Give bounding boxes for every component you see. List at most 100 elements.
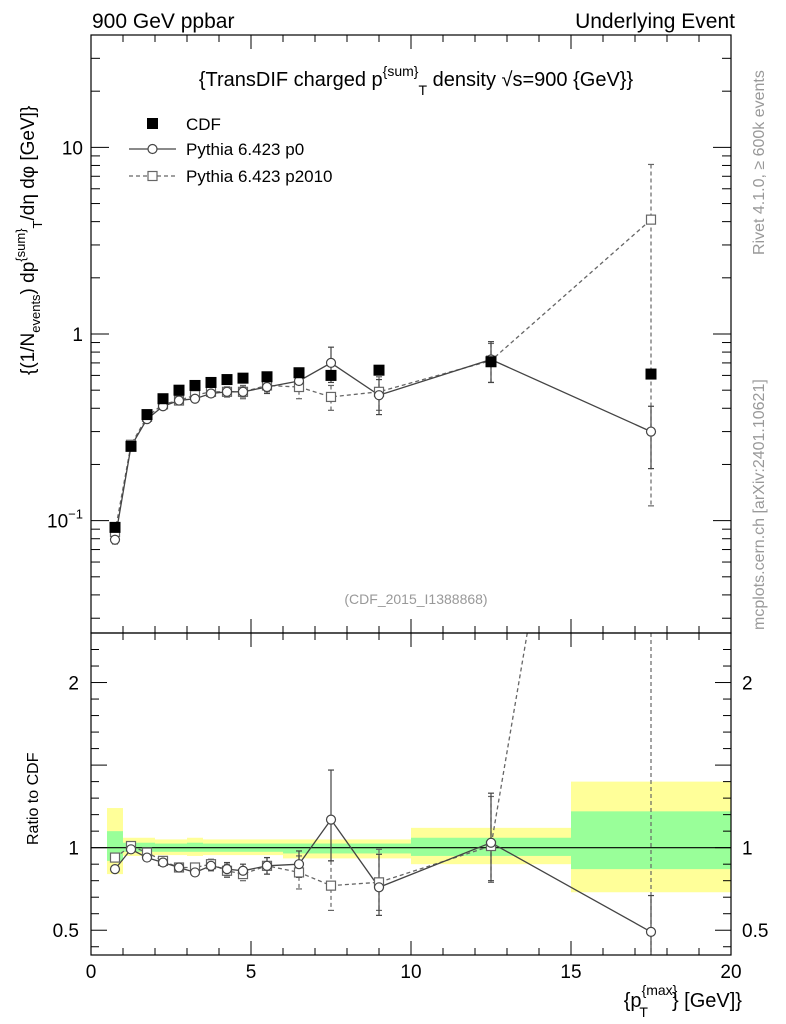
main-p0-point [109, 534, 121, 545]
main-cdf-point [325, 369, 337, 381]
x-tick-label: 20 [720, 962, 741, 983]
main-error-bars [112, 163, 654, 545]
xlabel-sup: {max} [642, 982, 678, 998]
y-tick-base: 10 [62, 138, 83, 159]
ylabel-part-5: /dη dφ [GeV]} [18, 106, 39, 221]
ylabel-part-2: ) dp [18, 262, 39, 295]
main-cdf-point [261, 371, 273, 383]
main-cdf-point [141, 409, 153, 421]
ratio-p0-point [141, 852, 153, 863]
main-p0-point [261, 381, 273, 393]
title-sub: T [418, 82, 427, 98]
main-cdf-point [485, 356, 497, 368]
ratio-y-tick-label-left: 1 [68, 839, 79, 860]
main-p0-point [645, 426, 657, 437]
y-tick-base: 1 [72, 325, 83, 346]
ylabel-part-0: {(1/N [18, 333, 39, 375]
ratio-y-tick-label-left: 2 [68, 674, 79, 695]
main-title: {TransDIF charged p{sum} T density √s=900… [199, 63, 634, 98]
ratio-markers [109, 814, 657, 937]
ratio-frame [90, 632, 732, 956]
x-tick-label: 5 [246, 962, 257, 983]
main-p0-point [373, 390, 385, 401]
legend-label-p2010: Pythia 6.423 p2010 [186, 167, 333, 186]
ylabel-part-3: {sum} [13, 228, 28, 262]
main-y-tick-label: 10 [62, 138, 83, 159]
legend-marker-cdf [147, 118, 158, 129]
ylabel-part-4: T [30, 220, 45, 228]
ratio-p0-point [485, 837, 497, 848]
rivet-version-label: Rivet 4.1.0, ≥ 600k events [751, 70, 768, 255]
title-post: density √s=900 {GeV}} [427, 69, 633, 91]
ratio-p0-point [157, 857, 169, 868]
main-p2010-point [325, 391, 337, 403]
ratio-p2010-point [293, 867, 305, 878]
xlabel-sub: T [639, 1004, 648, 1020]
main-p0-point [325, 357, 337, 369]
main-cdf-point [109, 521, 121, 533]
ratio-y-tick-label-right: 1 [742, 839, 753, 860]
main-y-tick-label: 1 [72, 325, 83, 346]
ratio-p0-point [373, 882, 385, 893]
x-tick-label: 0 [86, 962, 97, 983]
ratio-p0-point [125, 844, 137, 855]
xlabel-post: } [GeV]} [672, 990, 742, 1012]
main-series-lines [114, 219, 652, 540]
main-cdf-point [157, 393, 169, 405]
y-tick-exponent: −1 [68, 507, 83, 522]
ratio-uncertainty-bands [107, 781, 731, 893]
ratio-y-axis-label: Ratio to CDF [25, 752, 42, 845]
main-cdf-point [189, 379, 201, 391]
ratio-p0-point [189, 867, 201, 878]
title-sup: {sum} [383, 63, 419, 79]
main-markers [109, 214, 657, 545]
main-cdf-point [205, 376, 217, 388]
main-cdf-point [373, 364, 385, 376]
ratio-p0-point [205, 860, 217, 871]
ratio-y-tick-label-right: 2 [742, 674, 753, 695]
ratio-p0-point [109, 864, 121, 875]
x-tick-label: 15 [560, 962, 581, 983]
main-cdf-point [125, 440, 137, 452]
mcplots-label: mcplots.cern.ch [arXiv:2401.10621] [751, 379, 768, 630]
legend-marker-p0 [147, 143, 158, 155]
main-p0-point [237, 386, 249, 397]
ratio-p0-point [173, 862, 185, 873]
xlabel-pre: {p [624, 990, 642, 1012]
header-right-label: Underlying Event [575, 10, 735, 33]
legend-label-cdf: CDF [186, 115, 221, 134]
main-y-tick-label: 10−1 [47, 507, 83, 533]
ratio-panel: 0.5 0.5 1 1 2 2 0 5 10 15 20 Ratio to CDF {p{max}… [25, 632, 769, 1020]
main-p0-point [173, 395, 185, 406]
title-pre: {TransDIF charged p [199, 69, 383, 91]
analysis-watermark: (CDF_2015_I1388868) [344, 591, 487, 607]
header-left-label: 900 GeV ppbar [92, 10, 234, 33]
main-cdf-point [293, 367, 305, 379]
main-y-axis-label: {(1/Nevents) dp{sum}T/dη dφ [GeV]} [13, 106, 45, 375]
legend: CDF Pythia 6.423 p0 Pythia 6.423 p2010 [129, 115, 333, 186]
ylabel-part-1: events [28, 294, 43, 333]
main-cdf-point [173, 384, 185, 396]
ratio-p2010-point [325, 880, 337, 891]
main-cdf-point [237, 372, 249, 384]
ratio-band-inner [283, 843, 411, 854]
y-tick-base: 10 [47, 512, 68, 533]
ratio-y-tick-label-right: 0.5 [742, 921, 768, 942]
ratio-p0-point [261, 860, 273, 871]
legend-label-p0: Pythia 6.423 p0 [186, 140, 304, 159]
main-p0-point [205, 388, 217, 399]
main-p2010-point [645, 214, 657, 225]
main-axis-ticks [90, 34, 732, 633]
legend-marker-p2010 [147, 170, 158, 182]
ratio-p2010-point [109, 852, 121, 863]
x-axis-label: {p{max} T } [GeV]} [624, 982, 743, 1020]
main-p0-point [189, 393, 201, 404]
ratio-p0-point [293, 859, 305, 870]
x-tick-labels: 0 5 10 15 20 [86, 962, 742, 983]
x-tick-label: 10 [400, 962, 421, 983]
ratio-y-tick-labels: 0.5 0.5 1 1 2 2 [53, 674, 769, 943]
ratio-p0-point [237, 865, 249, 876]
